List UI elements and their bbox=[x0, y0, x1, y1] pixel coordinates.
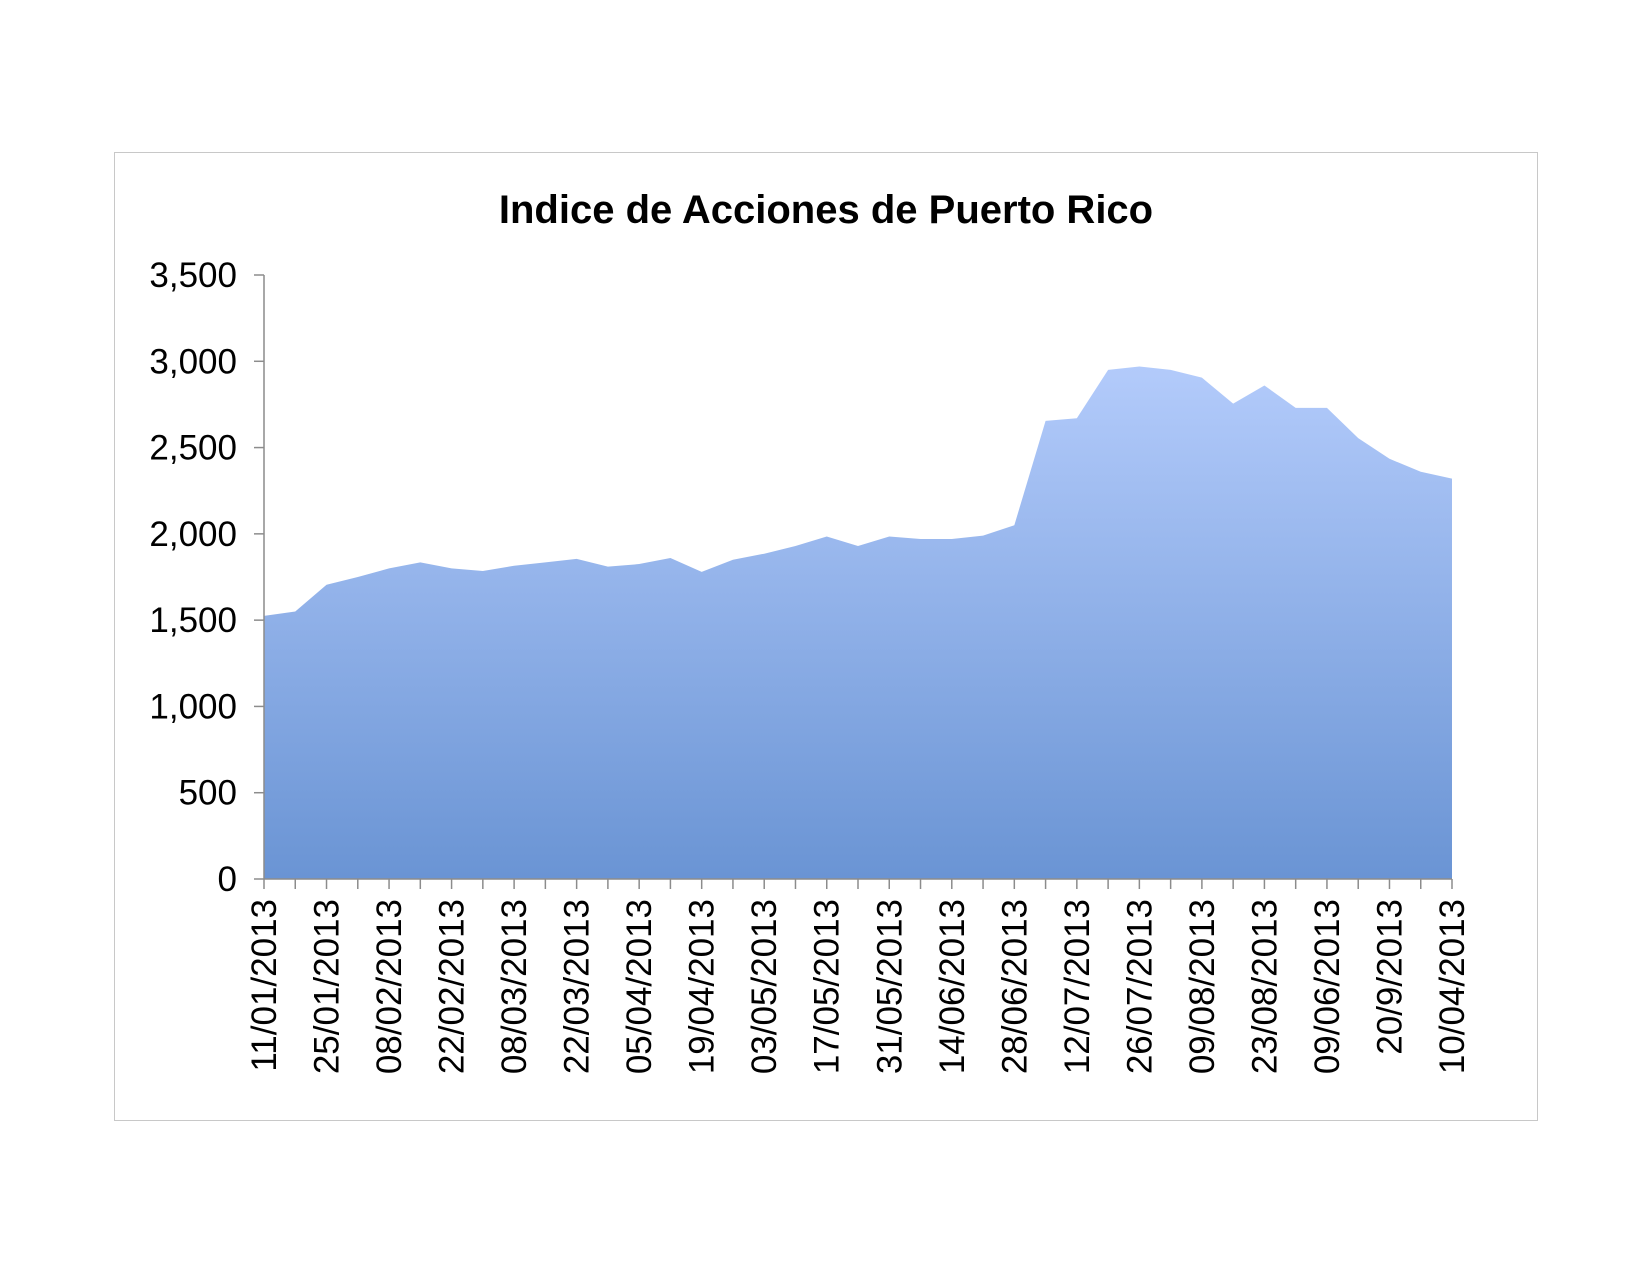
x-tick-label: 22/02/2013 bbox=[433, 899, 472, 1074]
x-tick-label: 10/04/2013 bbox=[1433, 899, 1472, 1074]
x-tick-label: 09/06/2013 bbox=[1308, 899, 1347, 1074]
x-tick-label: 26/07/2013 bbox=[1120, 899, 1159, 1074]
y-tick-label: 3,500 bbox=[149, 256, 237, 295]
area-layer bbox=[264, 366, 1452, 879]
y-tick-label: 2,000 bbox=[149, 515, 237, 554]
chart-frame: Indice de Acciones de Puerto Rico 0 500 1,… bbox=[114, 152, 1538, 1121]
y-tick-label: 0 bbox=[218, 860, 237, 899]
y-axis-ticks: 0 500 1,000 1,500 2,000 2,500 3,000 3,500 bbox=[149, 256, 264, 899]
x-tick-label: 25/01/2013 bbox=[308, 899, 347, 1074]
x-tick-label: 08/02/2013 bbox=[370, 899, 409, 1074]
x-tick-label: 19/04/2013 bbox=[683, 899, 722, 1074]
y-tick-label: 1,000 bbox=[149, 687, 237, 726]
x-tick-label: 14/06/2013 bbox=[933, 899, 972, 1074]
x-tick-label: 05/04/2013 bbox=[620, 899, 659, 1074]
y-tick-label: 500 bbox=[179, 774, 237, 813]
area-chart: Indice de Acciones de Puerto Rico 0 500 1,… bbox=[149, 188, 1472, 1074]
x-tick-label: 17/05/2013 bbox=[808, 899, 847, 1074]
x-tick-label: 23/08/2013 bbox=[1245, 899, 1284, 1074]
x-tick-label: 31/05/2013 bbox=[870, 899, 909, 1074]
chart-title: Indice de Acciones de Puerto Rico bbox=[499, 188, 1153, 232]
x-tick-label: 08/03/2013 bbox=[495, 899, 534, 1074]
x-tick-label: 03/05/2013 bbox=[745, 899, 784, 1074]
y-tick-label: 2,500 bbox=[149, 429, 237, 468]
x-tick-label: 09/08/2013 bbox=[1183, 899, 1222, 1074]
x-tick-label: 11/01/2013 bbox=[245, 899, 284, 1072]
x-axis-ticks: 11/01/2013 25/01/2013 08/02/2013 22/02/2013… bbox=[245, 879, 1472, 1074]
x-tick-label: 12/07/2013 bbox=[1058, 899, 1097, 1074]
x-tick-label: 20/9/2013 bbox=[1370, 899, 1409, 1055]
y-tick-label: 3,000 bbox=[149, 342, 237, 381]
x-tick-label: 22/03/2013 bbox=[558, 899, 597, 1074]
x-tick-label: 28/06/2013 bbox=[995, 899, 1034, 1074]
y-tick-label: 1,500 bbox=[149, 601, 237, 640]
area-series bbox=[264, 366, 1452, 879]
